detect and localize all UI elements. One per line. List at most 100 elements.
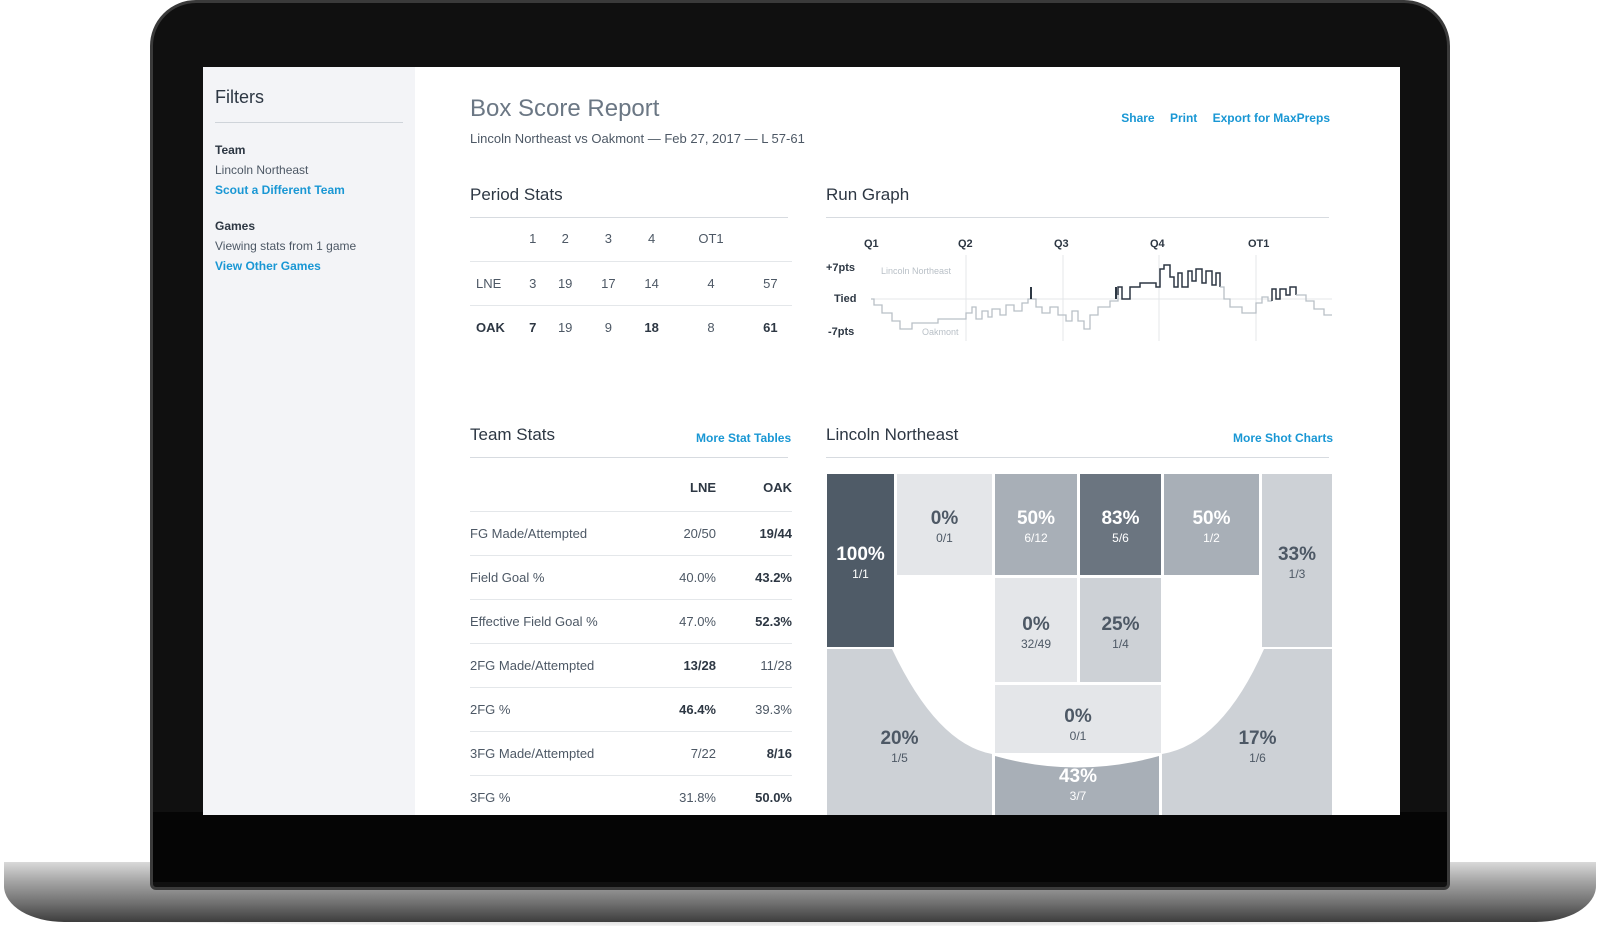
- share-link[interactable]: Share: [1121, 111, 1155, 125]
- zone-ratio: 1/5: [891, 751, 908, 765]
- team-stats-lne-value: 31.8%: [646, 775, 716, 815]
- zone-paint-left: [995, 578, 1077, 682]
- team-stats-row: Effective Field Goal % 47.0% 52.3%: [470, 599, 792, 644]
- zone-ratio: 1/3: [1288, 567, 1306, 581]
- more-stat-tables-link[interactable]: More Stat Tables: [696, 431, 792, 445]
- period-cell: 14: [630, 261, 674, 306]
- zone-pct: 0%: [1064, 706, 1092, 727]
- zone-label-right-wing-three: 17% 1/6: [1205, 728, 1310, 765]
- view-other-games-link[interactable]: View Other Games: [215, 259, 321, 273]
- print-link[interactable]: Print: [1169, 111, 1198, 125]
- team-name: Lincoln Northeast: [215, 163, 309, 177]
- team-stats-lne-value: 40.0%: [646, 555, 716, 600]
- filters-sidebar: Filters Team Lincoln Northeast Scout a D…: [203, 67, 415, 815]
- period-row-lne: LNE 3 19 17 14 4 57: [470, 261, 792, 306]
- period-cell: 8: [707, 319, 715, 335]
- run-graph-line-faint: [1220, 286, 1272, 314]
- period-header-row: 1 2 3 4 OT1: [470, 217, 792, 262]
- report-actions: Share Print Export for MaxPreps: [1109, 111, 1330, 125]
- team-stats-lne-value: 47.0%: [646, 599, 716, 644]
- zone-pct: 17%: [1238, 728, 1277, 749]
- team-stats-row: 3FG Made/Attempted 7/22 8/16: [470, 731, 792, 776]
- zone-label-paint-right: 25% 1/4: [1080, 614, 1161, 651]
- more-shot-charts-link[interactable]: More Shot Charts: [1233, 431, 1334, 445]
- scout-different-team-link[interactable]: Scout a Different Team: [215, 183, 345, 197]
- zone-left-block: [995, 474, 1077, 575]
- zone-label-free-throw: 0% 0/1: [995, 706, 1161, 743]
- export-maxpreps-link[interactable]: Export for MaxPreps: [1212, 111, 1330, 125]
- app-screen: Filters Team Lincoln Northeast Scout a D…: [203, 67, 1400, 815]
- period-col-ot1: OT1: [673, 217, 749, 262]
- zone-left-wing-three: [827, 649, 992, 815]
- run-graph-divider: [826, 217, 1329, 218]
- team-stats-row: 2FG % 46.4% 39.3%: [470, 687, 792, 732]
- team-stats-lne-value: 46.4%: [646, 687, 716, 732]
- run-graph-line-lead: [1117, 264, 1221, 300]
- team-stats-row: Field Goal % 40.0% 43.2%: [470, 555, 792, 600]
- zone-ratio: 0/1: [936, 531, 953, 545]
- zone-ratio: 1/2: [1203, 531, 1220, 545]
- main-content: Box Score Report Lincoln Northeast vs Oa…: [470, 67, 1350, 815]
- zone-ratio: 3/7: [1069, 789, 1087, 803]
- run-graph-y-label-top: +7pts: [826, 262, 855, 274]
- zone-right-corner: [1262, 474, 1332, 647]
- run-graph-team-top: Lincoln Northeast: [881, 266, 952, 276]
- zone-label-left-corner: 100% 1/1: [827, 544, 894, 581]
- run-graph-team-bottom: Oakmont: [922, 327, 959, 337]
- period-team-label: LNE: [470, 261, 522, 306]
- zone-pct: 0%: [1022, 614, 1050, 635]
- zone-label-right-block: 83% 5/6: [1080, 508, 1161, 545]
- team-heading: Team: [215, 143, 246, 157]
- zone-left-baseline: [897, 474, 992, 575]
- team-stats-oak-value: 19/44: [716, 511, 792, 556]
- team-stats-label: Effective Field Goal %: [470, 599, 646, 644]
- shot-chart-divider: [826, 457, 1329, 458]
- team-stats-oak-value: 39.3%: [716, 687, 792, 732]
- team-stats-row: 3FG % 31.8% 50.0%: [470, 775, 792, 815]
- zone-pct: 50%: [1016, 508, 1056, 529]
- period-cell: 17: [586, 261, 630, 306]
- period-cell: 4: [673, 261, 749, 306]
- period-col-3: 3: [586, 217, 630, 262]
- period-cell: 19: [557, 319, 573, 335]
- period-header-blank: [470, 217, 522, 262]
- team-stats-oak-value: 11/28: [716, 643, 792, 688]
- team-stats-divider: [470, 457, 788, 458]
- period-col-4: 4: [630, 217, 674, 262]
- zone-left-corner: [827, 474, 894, 647]
- team-stats-oak-value: 52.3%: [716, 599, 792, 644]
- run-graph-quarter-label: Q4: [1150, 238, 1166, 250]
- zone-right-baseline: [1164, 474, 1259, 575]
- zone-ratio: 1/4: [1112, 637, 1129, 651]
- games-summary: Viewing stats from 1 game: [215, 239, 357, 253]
- zone-ratio: 6/12: [1024, 531, 1048, 545]
- zone-label-paint-left: 0% 32/49: [995, 614, 1077, 651]
- run-graph-quarter-label: Q2: [958, 238, 973, 250]
- team-stats-header-row: LNE OAK: [470, 465, 792, 512]
- team-stats-label: 3FG Made/Attempted: [470, 731, 646, 776]
- zone-pct: 43%: [1058, 766, 1098, 787]
- page-title: Box Score Report: [470, 95, 660, 122]
- run-graph-line-faint: [871, 295, 1119, 330]
- zone-pct: 33%: [1277, 544, 1317, 565]
- team-stats-header-blank: [470, 465, 646, 512]
- team-stats-row: FG Made/Attempted 20/50 19/44: [470, 511, 792, 556]
- shot-chart-title: Lincoln Northeast: [826, 425, 959, 444]
- run-graph-quarter-label: OT1: [1248, 238, 1269, 250]
- zone-right-wing-three: [1162, 649, 1332, 815]
- games-heading: Games: [215, 219, 256, 233]
- zone-label-left-wing-three: 20% 1/5: [847, 728, 952, 765]
- period-cell: 3: [522, 261, 544, 306]
- game-subtitle: Lincoln Northeast vs Oakmont — Feb 27, 2…: [470, 131, 805, 146]
- team-stats-title: Team Stats: [470, 425, 556, 444]
- team-stats-table: LNE OAK FG Made/Attempted 20/50 19/44 Field…: [470, 465, 792, 815]
- run-graph-y-label-bottom: -7pts: [828, 326, 854, 338]
- zone-label-top-key-three: 43% 3/7: [995, 766, 1161, 803]
- zone-pct: 83%: [1101, 508, 1140, 529]
- zone-right-block: [1080, 474, 1161, 575]
- zone-label-left-block: 50% 6/12: [995, 508, 1077, 545]
- period-col-1: 1: [522, 217, 544, 262]
- shot-chart-zones: [827, 474, 1332, 815]
- period-row-oak: OAK 7 19 9 18 8 61: [470, 305, 792, 349]
- period-cell: 9: [604, 319, 613, 335]
